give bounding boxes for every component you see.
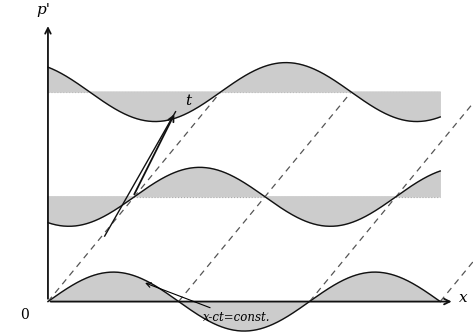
Text: 0: 0 xyxy=(20,308,29,322)
Text: t: t xyxy=(185,94,191,109)
Text: x-ct=const.: x-ct=const. xyxy=(146,283,271,325)
Text: p': p' xyxy=(36,3,50,17)
Text: x: x xyxy=(459,291,468,305)
